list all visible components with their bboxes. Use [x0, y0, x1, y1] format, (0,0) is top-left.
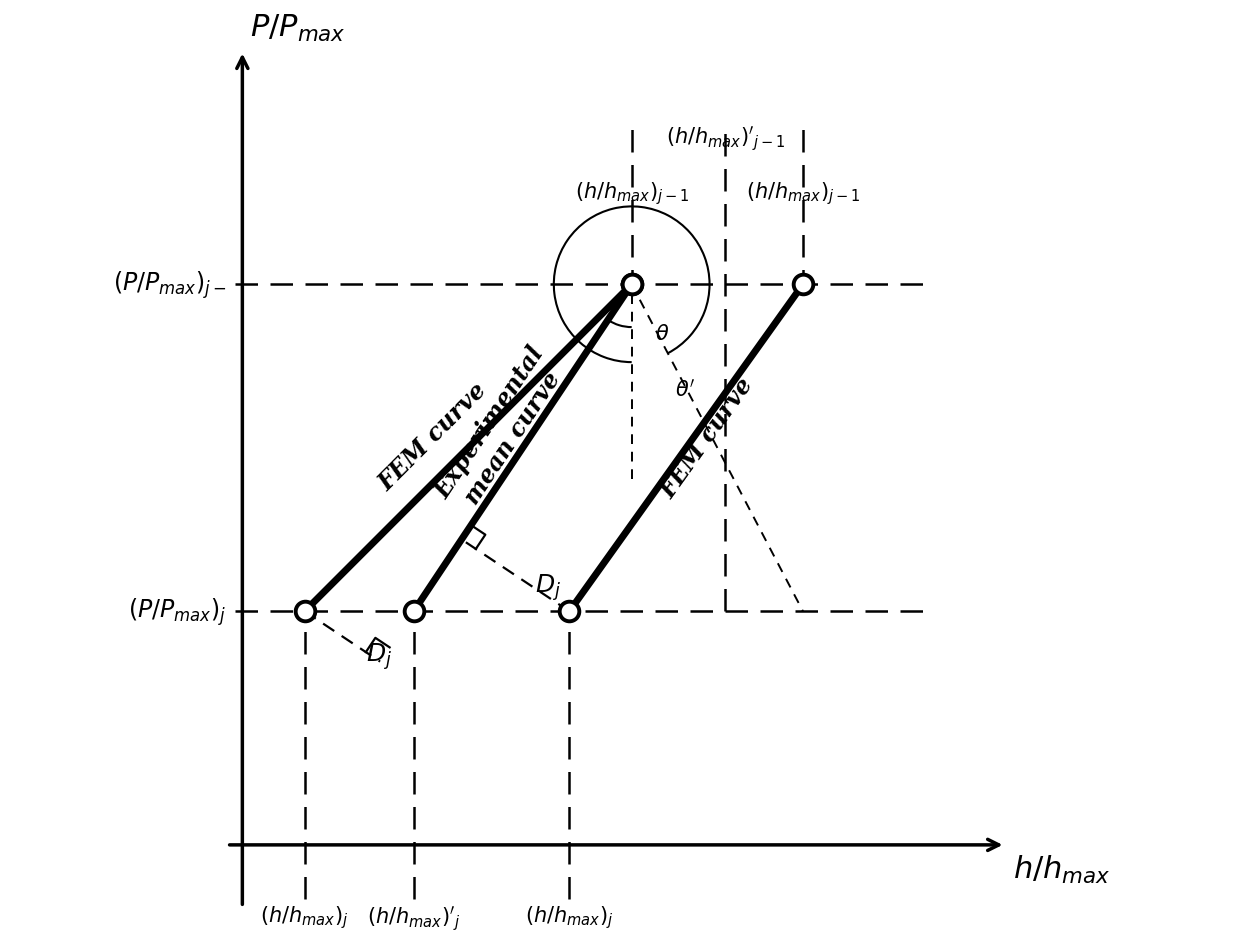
- Text: $(h/h_{max})'_j$: $(h/h_{max})'_j$: [367, 903, 460, 932]
- Text: $h/h_{max}$: $h/h_{max}$: [1013, 852, 1111, 885]
- Text: $(h/h_{max})_{j-1}$: $(h/h_{max})_{j-1}$: [745, 180, 861, 207]
- Point: [794, 278, 813, 293]
- Point: [295, 604, 315, 619]
- Text: $(P/P_{max})_{j-}$: $(P/P_{max})_{j-}$: [113, 269, 227, 301]
- Text: $\theta$: $\theta$: [655, 324, 670, 344]
- Text: FEM curve: FEM curve: [373, 378, 491, 495]
- Text: Experimental
mean curve: Experimental mean curve: [430, 342, 572, 518]
- Point: [621, 278, 641, 293]
- Text: $(h/h_{max})_{j-1}$: $(h/h_{max})_{j-1}$: [574, 180, 689, 207]
- Text: $D_j$: $D_j$: [366, 641, 392, 671]
- Text: $D_j$: $D_j$: [534, 572, 560, 602]
- Text: $(P/P_{max})_j$: $(P/P_{max})_j$: [129, 596, 227, 628]
- Text: $(h/h_{max})_j$: $(h/h_{max})_j$: [260, 903, 348, 930]
- Text: FEM curve: FEM curve: [656, 373, 759, 502]
- Text: $(h/h_{max})_j$: $(h/h_{max})_j$: [526, 903, 614, 930]
- Text: $P/P_{max}$: $P/P_{max}$: [250, 13, 346, 43]
- Point: [621, 278, 641, 293]
- Text: $\theta'$: $\theta'$: [675, 379, 694, 400]
- Point: [404, 604, 424, 619]
- Point: [559, 604, 579, 619]
- Text: $(h/h_{max})'_{j-1}$: $(h/h_{max})'_{j-1}$: [666, 124, 785, 153]
